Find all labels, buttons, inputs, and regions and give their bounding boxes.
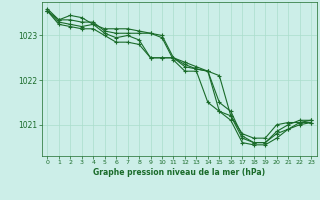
X-axis label: Graphe pression niveau de la mer (hPa): Graphe pression niveau de la mer (hPa) bbox=[93, 168, 265, 177]
